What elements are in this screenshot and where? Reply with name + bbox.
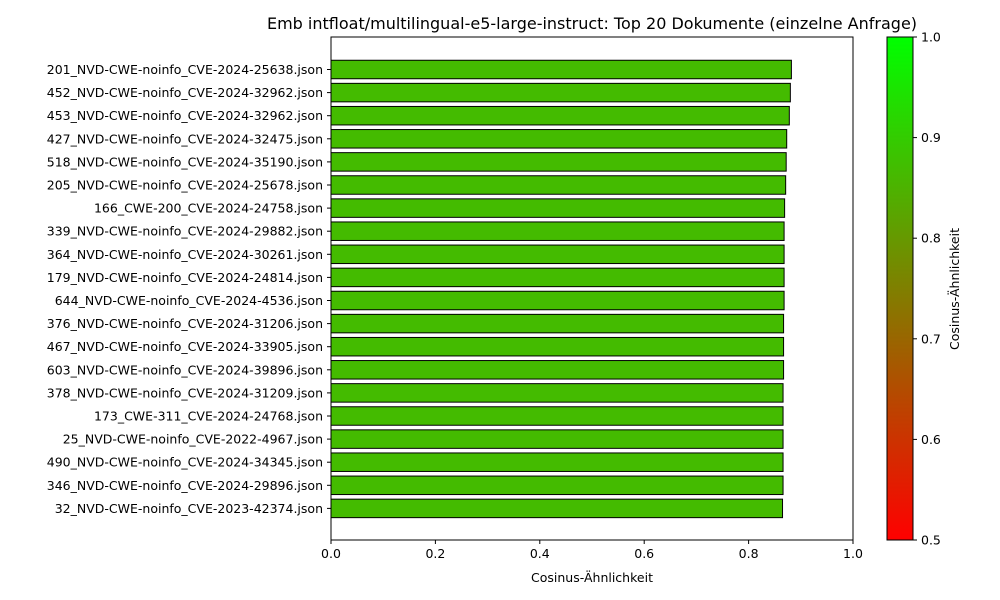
y-tick-label: 453_NVD-CWE-noinfo_CVE-2024-32962.json bbox=[47, 108, 323, 123]
colorbar-tick-label: 0.5 bbox=[921, 533, 941, 548]
y-tick-label: 205_NVD-CWE-noinfo_CVE-2024-25678.json bbox=[47, 178, 323, 193]
y-tick-label: 201_NVD-CWE-noinfo_CVE-2024-25638.json bbox=[47, 62, 323, 77]
bar bbox=[330, 175, 787, 195]
y-tick-label: 166_CWE-200_CVE-2024-24758.json bbox=[94, 201, 323, 216]
chart-title: Emb intfloat/multilingual-e5-large-instr… bbox=[267, 14, 917, 33]
bar bbox=[330, 129, 788, 149]
bar bbox=[330, 290, 785, 311]
bar bbox=[330, 105, 790, 126]
colorbar-gradient bbox=[886, 36, 914, 541]
bar bbox=[330, 429, 784, 449]
x-tick-label: 0.2 bbox=[425, 546, 445, 561]
y-tick-label: 427_NVD-CWE-noinfo_CVE-2024-32475.json bbox=[47, 131, 323, 146]
bar bbox=[330, 313, 785, 334]
y-tick-label: 179_NVD-CWE-noinfo_CVE-2024-24814.json bbox=[47, 270, 323, 285]
y-tick-label: 339_NVD-CWE-noinfo_CVE-2024-29882.json bbox=[47, 224, 323, 239]
bar bbox=[330, 383, 784, 403]
y-tick-label: 364_NVD-CWE-noinfo_CVE-2024-30261.json bbox=[47, 247, 323, 262]
y-tick-label: 32_NVD-CWE-noinfo_CVE-2023-42374.json bbox=[55, 501, 323, 516]
colorbar-tick-label: 0.6 bbox=[921, 432, 941, 447]
bar bbox=[330, 452, 784, 472]
y-tick-label: 467_NVD-CWE-noinfo_CVE-2024-33905.json bbox=[47, 339, 323, 354]
bar bbox=[330, 82, 791, 103]
plot-area: 201_NVD-CWE-noinfo_CVE-2024-25638.json 45… bbox=[47, 59, 863, 561]
bar bbox=[330, 360, 785, 380]
y-tick-label: 25_NVD-CWE-noinfo_CVE-2022-4967.json bbox=[63, 432, 323, 447]
colorbar-tick-label: 0.9 bbox=[921, 130, 941, 145]
bar bbox=[330, 244, 785, 265]
y-tick-label: 644_NVD-CWE-noinfo_CVE-2024-4536.json bbox=[55, 293, 323, 308]
y-tick-label: 346_NVD-CWE-noinfo_CVE-2024-29896.json bbox=[47, 478, 323, 493]
colorbar-tick-label: 1.0 bbox=[921, 30, 941, 45]
bar bbox=[330, 198, 786, 218]
bar bbox=[330, 267, 785, 288]
y-tick-label: 490_NVD-CWE-noinfo_CVE-2024-34345.json bbox=[47, 455, 323, 470]
bar bbox=[330, 152, 787, 172]
y-tick-label: 603_NVD-CWE-noinfo_CVE-2024-39896.json bbox=[47, 362, 323, 377]
colorbar-tick-label: 0.8 bbox=[921, 231, 941, 246]
x-tick-label: 1.0 bbox=[843, 546, 863, 561]
y-tick-label: 518_NVD-CWE-noinfo_CVE-2024-35190.json bbox=[47, 154, 323, 169]
x-tick-label: 0.0 bbox=[321, 546, 341, 561]
bar bbox=[330, 406, 784, 426]
bar bbox=[330, 498, 784, 519]
plot-frame bbox=[330, 36, 854, 541]
x-tick-label: 0.4 bbox=[530, 546, 550, 561]
x-axis-label: Cosinus-Ähnlichkeit bbox=[531, 570, 653, 585]
x-tick-label: 0.6 bbox=[634, 546, 654, 561]
y-tick-label: 173_CWE-311_CVE-2024-24768.json bbox=[94, 409, 323, 424]
bar bbox=[330, 336, 785, 357]
bar bbox=[330, 59, 792, 80]
colorbar: 0.5 0.6 0.7 0.8 0.9 1.0 bbox=[886, 30, 941, 548]
colorbar-tick-label: 0.7 bbox=[921, 331, 941, 346]
y-tick-label: 452_NVD-CWE-noinfo_CVE-2024-32962.json bbox=[47, 85, 323, 100]
bar bbox=[330, 221, 785, 241]
y-tick-label: 378_NVD-CWE-noinfo_CVE-2024-31209.json bbox=[47, 385, 323, 400]
y-tick-label: 376_NVD-CWE-noinfo_CVE-2024-31206.json bbox=[47, 316, 323, 331]
bar bbox=[330, 475, 784, 496]
x-tick-label: 0.8 bbox=[739, 546, 759, 561]
colorbar-label: Cosinus-Ähnlichkeit bbox=[947, 228, 962, 350]
